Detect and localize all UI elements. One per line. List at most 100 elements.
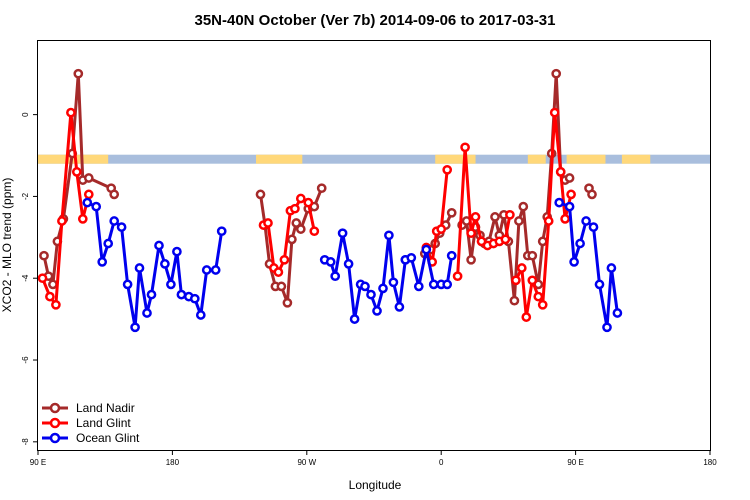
- data-point-ocean-glint: [378, 283, 388, 294]
- data-point-ocean-glint: [360, 281, 370, 292]
- data-point-ocean-glint: [421, 244, 432, 255]
- data-point-ocean-glint: [428, 279, 439, 290]
- legend-item-ocean-glint: Ocean Glint: [42, 431, 140, 445]
- data-point-land-nadir: [287, 234, 297, 245]
- data-point-land-glint: [273, 267, 284, 277]
- data-point-land-glint: [460, 142, 470, 153]
- data-point-ocean-glint: [446, 250, 457, 261]
- y-tick-label: -8: [21, 438, 30, 446]
- axes: 90 E 180 90 W 0 90 E 180 0 -2 -4 -6 -8: [21, 112, 717, 467]
- data-point-land-glint: [549, 107, 560, 118]
- x-tick-label: 90 E: [30, 458, 46, 467]
- data-point-land-nadir: [282, 297, 293, 308]
- data-point-land-glint: [66, 107, 76, 118]
- data-point-ocean-glint: [564, 201, 575, 212]
- data-point-land-glint: [470, 212, 481, 222]
- data-point-land-glint: [452, 271, 463, 282]
- data-point-ocean-glint: [612, 308, 623, 318]
- data-point-ocean-glint: [91, 201, 102, 212]
- chart-title: 35N-40N October (Ver 7b) 2014-09-06 to 2…: [194, 12, 555, 29]
- data-point-ocean-glint: [330, 271, 341, 282]
- data-point-land-glint: [295, 193, 306, 204]
- series-land-nadir: [39, 68, 597, 308]
- data-point-ocean-glint: [154, 240, 164, 251]
- data-point-land-nadir: [48, 279, 58, 290]
- data-point-land-nadir: [295, 224, 306, 234]
- data-point-land-glint: [442, 164, 453, 175]
- data-point-land-nadir: [291, 218, 302, 228]
- data-point-ocean-glint: [146, 289, 157, 300]
- data-point-land-nadir: [446, 207, 457, 218]
- data-point-land-nadir: [514, 216, 524, 226]
- data-point-ocean-glint: [343, 259, 354, 269]
- data-point-land-nadir: [39, 250, 49, 261]
- x-tick-label: 0: [439, 458, 444, 467]
- legend-swatch-marker: [49, 432, 61, 444]
- data-point-land-nadir: [316, 183, 327, 194]
- land-band-segment: [38, 154, 109, 164]
- x-axis-label: Longitude: [349, 478, 402, 492]
- data-point-ocean-glint: [575, 238, 585, 249]
- data-point-land-glint: [37, 273, 48, 284]
- data-point-land-nadir: [537, 236, 548, 247]
- data-point-land-nadir: [255, 189, 266, 200]
- data-point-land-nadir: [587, 189, 597, 200]
- x-tick-label: 180: [703, 458, 717, 467]
- legend-item-land-glint: Land Glint: [42, 416, 131, 430]
- data-point-land-glint: [566, 189, 576, 200]
- data-point-ocean-glint: [349, 314, 360, 324]
- series-group: [37, 68, 623, 333]
- data-point-ocean-glint: [210, 265, 221, 275]
- data-point-land-glint: [45, 291, 55, 302]
- data-point-ocean-glint: [142, 308, 152, 318]
- y-axis-label: XCO2 - MLO trend (ppm): [0, 178, 14, 313]
- ocean-band: [38, 154, 710, 164]
- data-point-land-glint: [511, 275, 521, 286]
- data-point-ocean-glint: [216, 226, 227, 237]
- x-tick-label: 90 E: [567, 458, 583, 467]
- y-tick-label: -6: [21, 356, 30, 364]
- data-point-land-glint: [560, 214, 570, 224]
- data-point-land-glint: [537, 299, 548, 310]
- data-point-land-glint: [436, 224, 447, 234]
- data-point-land-glint: [543, 216, 554, 226]
- legend-label: Ocean Glint: [76, 431, 140, 445]
- series-land-glint: [37, 107, 576, 322]
- data-point-land-glint: [527, 275, 538, 286]
- data-point-land-nadir: [109, 189, 120, 200]
- data-point-ocean-glint: [581, 216, 591, 226]
- data-point-land-glint: [71, 167, 82, 177]
- data-point-ocean-glint: [82, 197, 93, 208]
- data-point-ocean-glint: [122, 279, 133, 290]
- data-point-land-nadir: [490, 212, 500, 222]
- land-band-segment: [527, 154, 546, 164]
- legend-item-land-nadir: Land Nadir: [42, 401, 135, 415]
- land-band-segment: [621, 154, 651, 164]
- data-point-ocean-glint: [569, 257, 579, 267]
- data-point-ocean-glint: [325, 257, 336, 267]
- data-point-land-glint: [309, 226, 320, 237]
- data-point-land-glint: [505, 209, 515, 220]
- data-point-ocean-glint: [413, 281, 424, 292]
- data-point-land-glint: [263, 218, 273, 228]
- y-tick-label: -2: [21, 192, 30, 200]
- data-point-ocean-glint: [602, 322, 612, 333]
- data-point-land-glint: [555, 167, 566, 177]
- land-ocean-band: [38, 154, 710, 164]
- data-point-land-glint: [279, 254, 290, 265]
- data-point-ocean-glint: [406, 252, 417, 263]
- data-point-ocean-glint: [442, 279, 453, 290]
- data-point-ocean-glint: [134, 263, 145, 273]
- data-point-land-nadir: [551, 68, 562, 79]
- legend-label: Land Glint: [76, 416, 131, 430]
- land-band-segment: [566, 154, 606, 164]
- data-point-land-glint: [57, 216, 67, 226]
- data-point-land-glint: [466, 228, 476, 239]
- data-point-land-nadir: [564, 173, 575, 183]
- data-point-land-glint: [516, 263, 527, 273]
- data-point-land-glint: [51, 299, 61, 310]
- data-point-land-nadir: [276, 281, 287, 292]
- data-point-land-glint: [521, 312, 532, 322]
- legend-swatch-marker: [49, 417, 61, 429]
